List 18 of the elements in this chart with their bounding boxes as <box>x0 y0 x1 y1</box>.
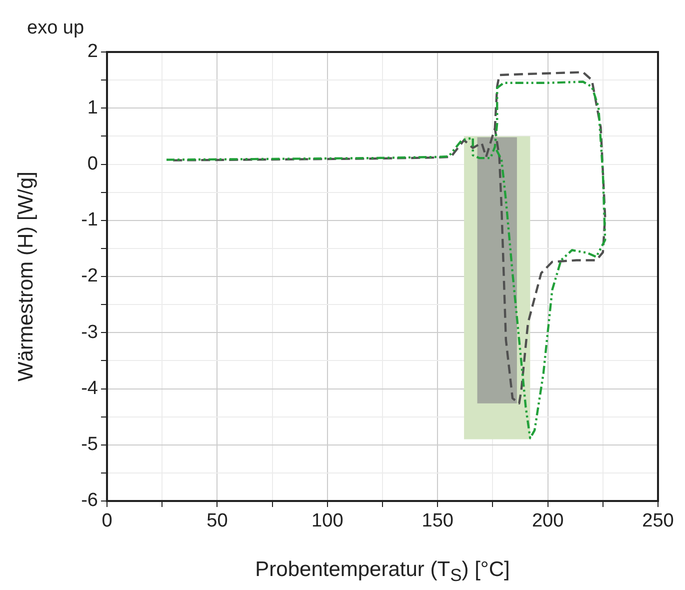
x-tick-label: 0 <box>102 510 112 532</box>
y-tick-label: -6 <box>81 490 98 512</box>
x-tick-label: 100 <box>312 510 344 532</box>
y-tick-label: -5 <box>81 434 98 456</box>
x-tick-label: 250 <box>642 510 674 532</box>
y-tick-label: 2 <box>87 41 98 62</box>
y-tick-label: 0 <box>87 153 98 174</box>
x-tick-label: 50 <box>206 510 228 532</box>
x-tick-label: 150 <box>422 510 454 532</box>
y-tick-label: -1 <box>81 210 98 231</box>
y-tick-label: -2 <box>81 266 98 287</box>
y-tick-label: -3 <box>81 322 98 343</box>
y-tick-label: 1 <box>87 97 98 118</box>
y-tick-label: -4 <box>81 378 98 399</box>
x-tick-label: 200 <box>532 510 564 532</box>
y-axis-title: Wärmestrom (H) [W/g] <box>14 172 38 382</box>
x-axis-title: Probentemperatur (T$_{S}$) [°C] <box>254 558 511 586</box>
text: exo up <box>27 18 84 39</box>
